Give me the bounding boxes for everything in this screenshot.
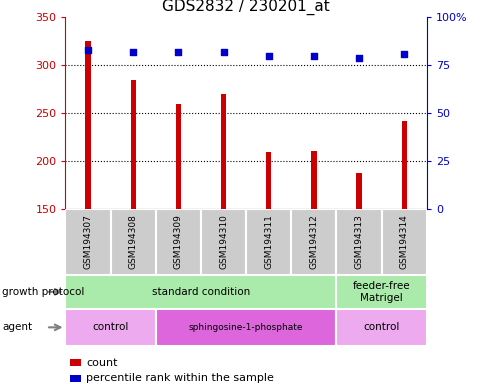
Text: GSM194308: GSM194308 [128,215,137,269]
Bar [220,94,226,353]
FancyBboxPatch shape [65,209,110,275]
Text: agent: agent [2,322,32,333]
Text: growth protocol: growth protocol [2,287,85,297]
FancyBboxPatch shape [336,309,426,346]
Text: GSM194309: GSM194309 [174,215,182,269]
Title: GDS2832 / 230201_at: GDS2832 / 230201_at [162,0,329,15]
FancyBboxPatch shape [381,209,426,275]
FancyBboxPatch shape [65,275,336,309]
Text: GSM194314: GSM194314 [399,215,408,269]
Text: GSM194311: GSM194311 [264,215,272,269]
Point [219,49,227,55]
Point [174,49,182,55]
Text: GSM194307: GSM194307 [83,215,92,269]
Bar [85,41,91,353]
Bar [265,152,271,353]
Bar [401,121,406,353]
FancyBboxPatch shape [65,309,155,346]
FancyBboxPatch shape [110,209,155,275]
Point [399,51,407,57]
FancyBboxPatch shape [245,209,291,275]
Bar [130,80,136,353]
FancyBboxPatch shape [155,209,200,275]
Bar [175,104,181,353]
Bar [356,173,361,353]
Text: standard condition: standard condition [151,287,250,297]
Point [129,49,137,55]
Text: feeder-free
Matrigel: feeder-free Matrigel [352,281,409,303]
FancyBboxPatch shape [200,209,245,275]
Text: percentile rank within the sample: percentile rank within the sample [86,373,273,383]
Text: count: count [86,358,118,368]
Text: GSM194310: GSM194310 [219,215,227,269]
FancyBboxPatch shape [336,275,426,309]
Text: control: control [92,322,129,333]
FancyBboxPatch shape [291,209,336,275]
Bar [311,151,316,353]
Text: GSM194312: GSM194312 [309,215,318,269]
Text: sphingosine-1-phosphate: sphingosine-1-phosphate [188,323,303,332]
Point [264,53,272,59]
Text: GSM194313: GSM194313 [354,215,363,269]
Point [84,47,92,53]
FancyBboxPatch shape [336,209,381,275]
FancyBboxPatch shape [155,309,336,346]
Point [354,55,362,61]
Text: control: control [363,322,399,333]
Point [309,53,317,59]
